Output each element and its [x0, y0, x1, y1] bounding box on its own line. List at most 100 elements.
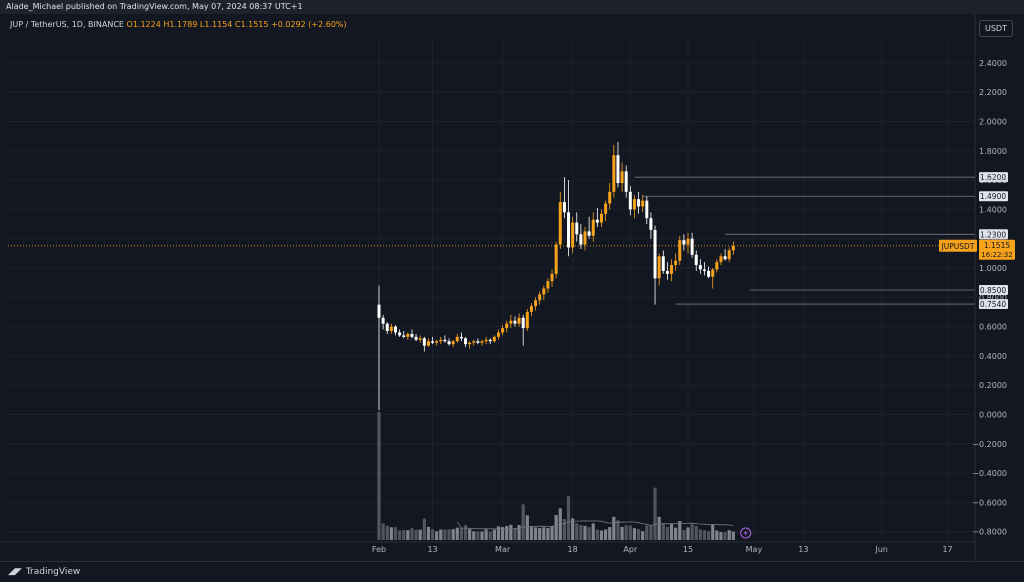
volume-bar [608, 527, 612, 540]
candle-body [686, 238, 690, 245]
volume-bar [525, 515, 529, 540]
volume-bar [727, 530, 731, 540]
volume-bar [616, 520, 620, 540]
volume-bar [554, 514, 558, 540]
candle-body [550, 273, 554, 282]
volume-bar [731, 531, 735, 540]
volume-bar [538, 528, 542, 540]
lightning-icon [740, 527, 752, 539]
candle-body [476, 341, 480, 343]
level-tag [979, 191, 1008, 202]
level-tag [979, 172, 1008, 183]
volume-bar [579, 524, 583, 540]
symbol-tag-label: JUPUSDT [941, 242, 975, 251]
volume-bar [669, 523, 674, 540]
volume-bar [422, 518, 426, 540]
candlesticks [377, 142, 735, 411]
volume-bar [636, 528, 641, 540]
candle-body [377, 304, 381, 318]
volume-bar [571, 518, 575, 540]
volume-bar [641, 531, 645, 540]
candle-body [451, 341, 455, 345]
volume-bar [645, 525, 649, 540]
level-label: 1.6200 [980, 173, 1006, 182]
tradingview-logo[interactable]: ◢◤ TradingView [8, 567, 80, 577]
candle-body [468, 342, 472, 345]
volume-bar [451, 529, 455, 540]
volume-bar [443, 529, 447, 540]
volume-bar [591, 523, 595, 540]
price-tick-label: −0.8000 [972, 528, 1007, 537]
volume-bar [707, 531, 711, 540]
candle-body [443, 339, 447, 342]
tv-logo-icon: ◢◤ [8, 567, 22, 577]
volume-bar [463, 525, 468, 540]
volume-bar [484, 529, 488, 540]
time-tick-label: May [746, 545, 763, 554]
candle-body [410, 333, 414, 337]
candle-body [657, 256, 661, 279]
footer: ◢◤ TradingView [0, 561, 1024, 582]
candle-body [670, 265, 674, 274]
candle-body [719, 256, 723, 263]
candle-body [418, 338, 422, 340]
price-tick-label: −0.4000 [972, 469, 1007, 478]
volume-bar [595, 529, 599, 540]
price-tick-label: 1.0000 [979, 264, 1007, 273]
candle-body [455, 336, 459, 342]
candle-body [616, 155, 620, 184]
volume-bar [719, 531, 723, 540]
price-tick-label: 0.8000 [979, 293, 1007, 302]
candle-body [628, 191, 632, 210]
time-tick-label: 17 [942, 545, 952, 554]
volume-bar [476, 531, 480, 540]
price-tick-label: 1.2000 [979, 235, 1007, 244]
last-price-label: 1.1515 [984, 241, 1010, 250]
volume-bar [381, 523, 385, 540]
volume-bar [711, 524, 715, 540]
volume-bar [398, 530, 402, 540]
level-label: 0.8500 [980, 286, 1006, 295]
candle-body [517, 317, 521, 324]
volume-bar [715, 530, 719, 540]
candle-body [641, 200, 645, 207]
level-label: 1.2300 [980, 230, 1006, 239]
volume-bar [583, 525, 587, 540]
currency-button[interactable]: USDT [979, 20, 1013, 37]
candle-body [472, 341, 476, 343]
candle-body [431, 341, 435, 343]
candle-body [398, 332, 402, 336]
candle-body [694, 254, 698, 266]
volume-bar [587, 527, 591, 540]
symbol-info: JUP / TetherUS, 1D, BINANCE O1.1224 H1.1… [10, 20, 347, 29]
time-tick-label: Jun [874, 545, 888, 554]
candle-body [385, 323, 389, 331]
volume-bar [468, 529, 472, 540]
candle-body [575, 222, 579, 235]
volume-bar [546, 528, 550, 540]
candle-body [690, 238, 694, 255]
volume-bar [562, 518, 566, 540]
candle-body [393, 326, 397, 333]
candle-body [529, 306, 533, 312]
candle-body [707, 270, 711, 277]
volume-bar [393, 527, 398, 540]
price-tick-label: 1.6000 [979, 176, 1007, 185]
candle-body [723, 256, 727, 260]
candle-body [402, 335, 406, 337]
candle-body [439, 339, 443, 342]
price-tick-label: 2.4000 [979, 59, 1007, 68]
level-tag [979, 229, 1008, 240]
volume-bar [702, 530, 707, 540]
candle-body [715, 262, 719, 270]
volume-bar [385, 525, 389, 540]
price-tick-label: 2.2000 [979, 88, 1007, 97]
price-axis: 2.4000 2.2000 2.0000 1.8000 1.6000 1.4000 1.20… [972, 59, 1007, 537]
volume-bar [402, 530, 406, 540]
price-tick-label: −0.2000 [972, 440, 1007, 449]
candle-body [567, 212, 571, 248]
candle-body [381, 317, 385, 324]
ohlc-values: O1.1224 H1.1789 L1.1154 C1.1515 +0.0292 … [126, 20, 347, 29]
